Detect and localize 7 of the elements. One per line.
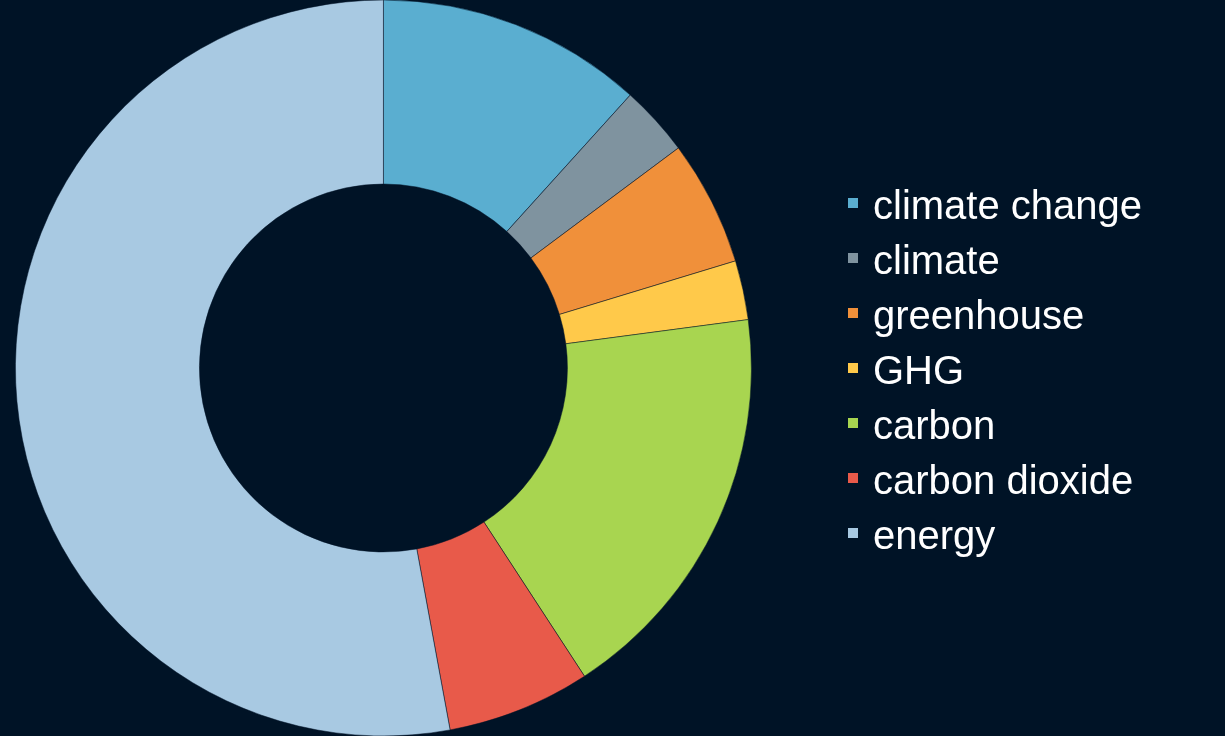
legend-label: GHG: [873, 347, 965, 392]
legend-label: carbon dioxide: [873, 457, 1134, 502]
legend-label: carbon: [873, 402, 996, 447]
legend-label: greenhouse: [873, 292, 1085, 337]
legend-label: energy: [873, 512, 996, 557]
legend-label: climate: [873, 237, 1000, 282]
legend-label: climate change: [873, 182, 1143, 227]
